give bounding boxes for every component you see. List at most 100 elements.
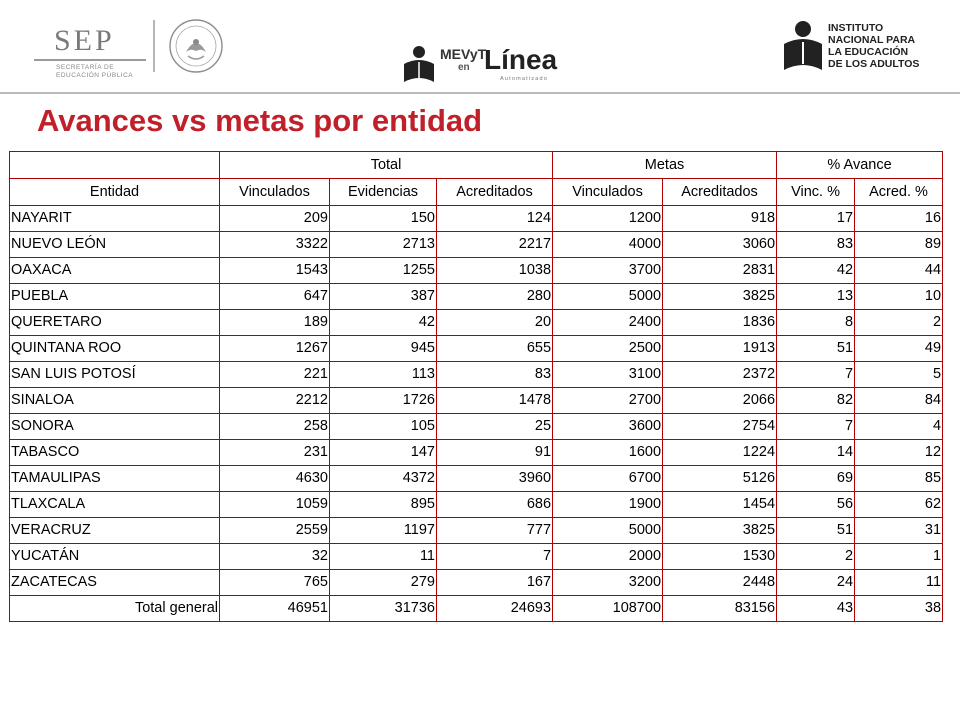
cell-vinculados: 189 <box>219 309 330 336</box>
cell-vinculados: 2212 <box>219 387 330 414</box>
cell-vinculados: 2559 <box>219 517 330 544</box>
cell-entidad: SONORA <box>9 413 220 440</box>
cell-entidad: SINALOA <box>9 387 220 414</box>
cell-entidad: ZACATECAS <box>9 569 220 596</box>
table-row: OAXACA 1543 1255 1038 3700 2831 42 44 <box>9 257 944 284</box>
table-row: ZACATECAS 765 279 167 3200 2448 24 11 <box>9 569 944 596</box>
cell-vinculados: 1543 <box>219 257 330 284</box>
cell-metas-vinculados: 6700 <box>552 465 664 492</box>
col-header-acred-pct: Acred. % <box>854 178 944 206</box>
cell-vinc-pct: 42 <box>776 257 856 284</box>
cell-acreditados: 1478 <box>435 387 554 414</box>
page-title: Avances vs metas por entidad <box>37 103 483 138</box>
cell-vinculados: 209 <box>219 205 330 232</box>
table-row: SINALOA 2212 1726 1478 2700 2066 82 84 <box>9 387 944 414</box>
cell-metas-vinculados: 3700 <box>552 257 664 284</box>
cell-metas-acreditados: 2448 <box>662 569 778 596</box>
table-row: NAYARIT 209 150 124 1200 918 17 16 <box>9 205 944 232</box>
col-header-metas-acreditados: Acreditados <box>662 178 778 206</box>
cell-metas-vinculados: 2500 <box>552 335 664 362</box>
cell-acred-pct: 44 <box>854 257 944 284</box>
cell-vinculados: 231 <box>219 439 330 466</box>
cell-vinc-pct: 2 <box>776 543 856 570</box>
cell-vinculados: 1267 <box>219 335 330 362</box>
sep-subtitle-line-1: SECRETARÍA DE <box>56 64 115 71</box>
cell-entidad: PUEBLA <box>9 283 220 310</box>
cell-metas-vinculados: 2000 <box>552 543 664 570</box>
cell-acreditados: 25 <box>435 413 554 440</box>
table-row: TLAXCALA 1059 895 686 1900 1454 56 62 <box>9 491 944 518</box>
cell-vinculados: 3322 <box>219 231 330 258</box>
cell-entidad: NAYARIT <box>9 205 220 232</box>
inea-logo: INSTITUTO NACIONAL PARA LA EDUCACIÓN DE … <box>782 20 942 76</box>
cell-vinc-pct: 7 <box>776 413 856 440</box>
cell-metas-acreditados: 2372 <box>662 361 778 388</box>
cell-entidad: TABASCO <box>9 439 220 466</box>
sep-logo-subtitle: SECRETARÍA DE EDUCACIÓN PÚBLICA <box>56 64 133 80</box>
inea-line-4: DE LOS ADULTOS <box>828 58 920 70</box>
total-cell-vinc-pct: 43 <box>776 595 856 622</box>
cell-vinc-pct: 14 <box>776 439 856 466</box>
cell-acred-pct: 62 <box>854 491 944 518</box>
cell-acred-pct: 12 <box>854 439 944 466</box>
cell-metas-acreditados: 3825 <box>662 517 778 544</box>
cell-vinc-pct: 51 <box>776 517 856 544</box>
table-row: TAMAULIPAS 4630 4372 3960 6700 5126 69 85 <box>9 465 944 492</box>
cell-vinculados: 647 <box>219 283 330 310</box>
cell-vinc-pct: 24 <box>776 569 856 596</box>
sep-subtitle-line-2: EDUCACIÓN PÚBLICA <box>56 72 134 79</box>
table-row: QUERETARO 189 42 20 2400 1836 8 2 <box>9 309 944 336</box>
cell-acred-pct: 84 <box>854 387 944 414</box>
cell-entidad: QUINTANA ROO <box>9 335 220 362</box>
cell-acred-pct: 4 <box>854 413 944 440</box>
cell-metas-vinculados: 5000 <box>552 283 664 310</box>
inea-reading-figure-icon <box>784 21 822 70</box>
cell-acred-pct: 89 <box>854 231 944 258</box>
cell-vinculados: 258 <box>219 413 330 440</box>
mevyt-word: MEVyT <box>440 46 487 62</box>
inea-logo-text: INSTITUTO NACIONAL PARA LA EDUCACIÓN DE … <box>828 22 919 70</box>
cell-metas-vinculados: 3100 <box>552 361 664 388</box>
mevyt-tagline: Automatizado <box>500 76 549 82</box>
cell-acreditados: 777 <box>435 517 554 544</box>
cell-vinc-pct: 83 <box>776 231 856 258</box>
mevyt-linea: Línea <box>484 44 558 75</box>
cell-vinc-pct: 8 <box>776 309 856 336</box>
cell-acreditados: 167 <box>435 569 554 596</box>
cell-evidencias: 2713 <box>329 231 437 258</box>
cell-evidencias: 1255 <box>329 257 437 284</box>
cell-metas-acreditados: 3060 <box>662 231 778 258</box>
cell-entidad: TAMAULIPAS <box>9 465 220 492</box>
cell-entidad: VERACRUZ <box>9 517 220 544</box>
table-row: QUINTANA ROO 1267 945 655 2500 1913 51 49 <box>9 335 944 362</box>
cell-metas-acreditados: 1454 <box>662 491 778 518</box>
cell-vinc-pct: 56 <box>776 491 856 518</box>
cell-metas-vinculados: 1900 <box>552 491 664 518</box>
cell-vinc-pct: 17 <box>776 205 856 232</box>
cell-evidencias: 279 <box>329 569 437 596</box>
total-label: Total general <box>9 595 220 622</box>
table-row: VERACRUZ 2559 1197 777 5000 3825 51 31 <box>9 517 944 544</box>
header-divider <box>153 20 155 72</box>
cell-metas-acreditados: 2754 <box>662 413 778 440</box>
group-header-empty <box>9 151 220 179</box>
cell-metas-acreditados: 3825 <box>662 283 778 310</box>
cell-acreditados: 83 <box>435 361 554 388</box>
cell-metas-acreditados: 1530 <box>662 543 778 570</box>
page-header: SEP SECRETARÍA DE EDUCACIÓN PÚBLICA MEVy… <box>0 0 960 100</box>
group-header-metas: Metas <box>552 151 778 179</box>
cell-acreditados: 124 <box>435 205 554 232</box>
table-row: YUCATÁN 32 11 7 2000 1530 2 1 <box>9 543 944 570</box>
cell-evidencias: 147 <box>329 439 437 466</box>
col-header-total-acreditados: Acreditados <box>435 178 554 206</box>
header-rule <box>0 92 960 94</box>
cell-evidencias: 113 <box>329 361 437 388</box>
cell-metas-acreditados: 2066 <box>662 387 778 414</box>
cell-vinc-pct: 13 <box>776 283 856 310</box>
progress-table: Total Metas % Avance Entidad Vinculados … <box>9 151 944 622</box>
cell-entidad: OAXACA <box>9 257 220 284</box>
table-row: PUEBLA 647 387 280 5000 3825 13 10 <box>9 283 944 310</box>
total-cell-acred-pct: 38 <box>854 595 944 622</box>
cell-vinculados: 4630 <box>219 465 330 492</box>
cell-evidencias: 1197 <box>329 517 437 544</box>
